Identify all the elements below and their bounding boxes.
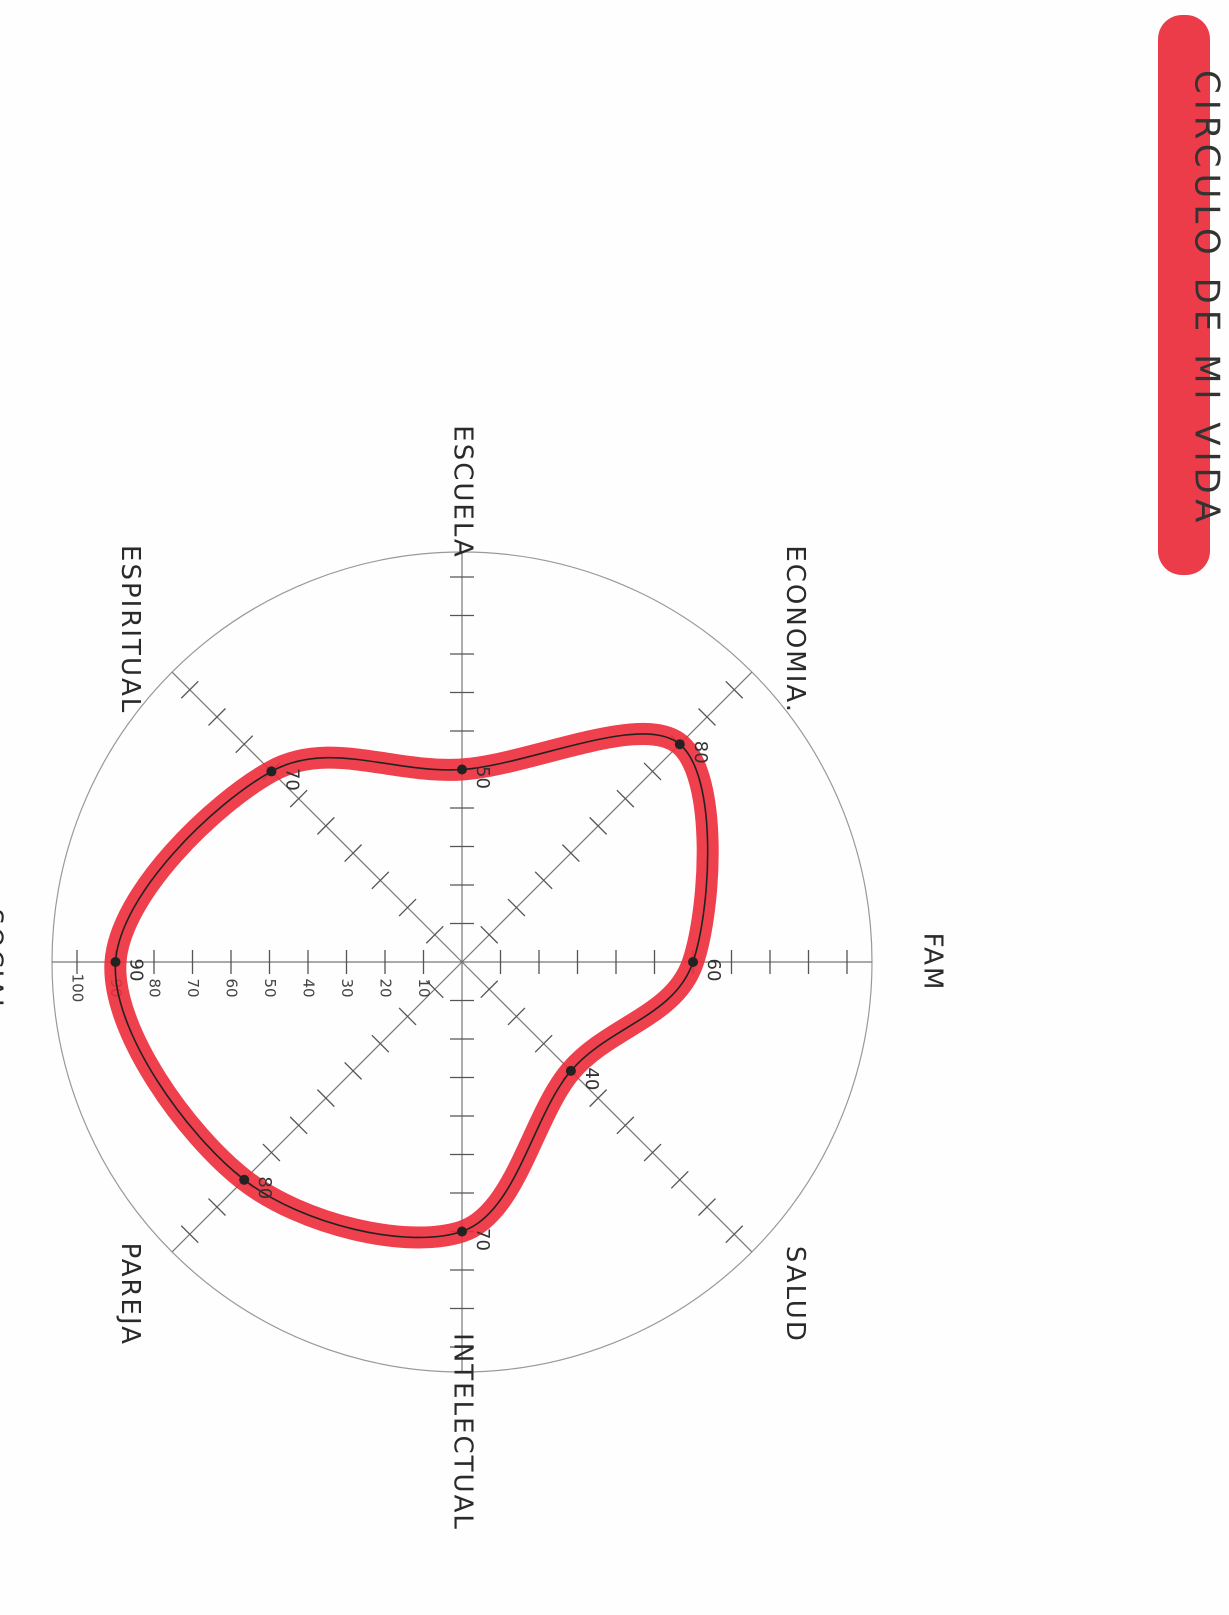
data-point (111, 957, 121, 967)
value-label: 80 (690, 741, 711, 764)
data-point (457, 765, 467, 775)
value-label: 80 (254, 1176, 275, 1199)
category-label: INTELECTUAL (448, 1333, 478, 1531)
tick-label: 40 (300, 978, 318, 997)
tick-label: 70 (184, 978, 202, 997)
tick-label: 100 (69, 974, 87, 1003)
data-point (566, 1066, 576, 1076)
chart: CIRCULO DE MI VIDA 102030405060708090100… (0, 0, 1229, 1615)
data-point (457, 1227, 467, 1237)
category-label: SALUD (780, 1246, 810, 1343)
tick-label: 60 (223, 978, 241, 997)
tick-label: 10 (415, 978, 433, 997)
value-label: 40 (581, 1067, 602, 1090)
value-label: 60 (703, 959, 724, 982)
chart-title: CIRCULO DE MI VIDA (1187, 70, 1227, 528)
paper (0, 0, 1229, 1615)
category-label: FAM (918, 933, 948, 992)
value-label: 50 (472, 766, 493, 789)
category-label: PAREJA (115, 1243, 145, 1346)
data-point (675, 739, 685, 749)
data-point (239, 1175, 249, 1185)
value-label: 90 (126, 959, 147, 982)
value-label: 70 (281, 768, 302, 791)
category-label: ECONOMIA. (780, 545, 810, 714)
value-label: 70 (472, 1228, 493, 1251)
category-label: ESPIRITUAL (115, 545, 145, 714)
category-label: SOCIAL (0, 908, 8, 1015)
tick-label: 80 (146, 978, 164, 997)
tick-label: 30 (338, 978, 356, 997)
category-label: ESCUELA (448, 425, 478, 558)
data-point (688, 957, 698, 967)
data-point (266, 766, 276, 776)
tick-label: 50 (261, 978, 279, 997)
tick-label: 20 (377, 978, 395, 997)
